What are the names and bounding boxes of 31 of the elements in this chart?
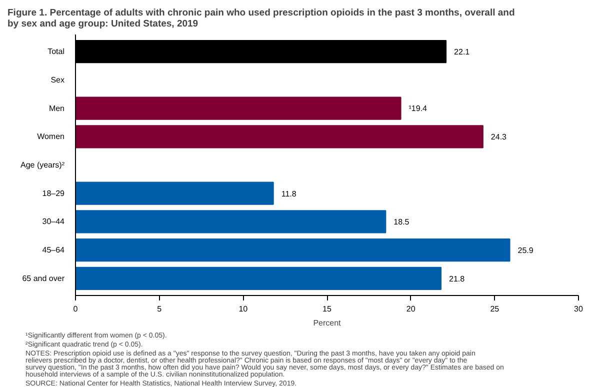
y-tick-label: Sex [50, 75, 65, 84]
x-tick-label: 5 [157, 304, 162, 314]
chart-title: Figure 1. Percentage of adults with chronic pain who used prescription opioids in the past 3 months, overall and by sex and age group: United States, 2019 [8, 8, 515, 30]
x-tick-label: 0 [73, 304, 78, 314]
x-tick-label: 15 [322, 304, 332, 314]
bar [76, 182, 274, 205]
y-tick-label: 30–44 [42, 217, 66, 226]
x-tick-label: 20 [406, 304, 416, 314]
data-label: 11.8 [281, 189, 297, 198]
y-tick-label: Women [37, 132, 65, 142]
bar [76, 96, 402, 120]
bar [76, 125, 484, 148]
data-label: 18.5 [394, 218, 410, 227]
y-tick-label: 65 and over [22, 274, 65, 283]
data-label: ¹19.4 [408, 104, 428, 113]
y-tick-label: Age (years)² [20, 160, 65, 170]
bar [76, 266, 442, 290]
data-label: 22.1 [454, 48, 470, 57]
data-label: 21.8 [449, 274, 466, 284]
x-tick-label: 25 [490, 304, 500, 314]
y-tick-label: Men [48, 104, 64, 113]
x-axis-title: Percent [313, 318, 342, 328]
y-tick-label: Total [48, 47, 65, 56]
x-tick-label: 30 [574, 304, 584, 314]
data-label: 25.9 [518, 246, 534, 256]
y-tick-label: 45–64 [42, 246, 66, 255]
bar [76, 210, 386, 234]
bar [76, 238, 510, 262]
y-tick-label: 18–29 [42, 188, 66, 198]
data-label: 24.3 [490, 132, 508, 142]
x-tick-label: 10 [238, 304, 248, 314]
